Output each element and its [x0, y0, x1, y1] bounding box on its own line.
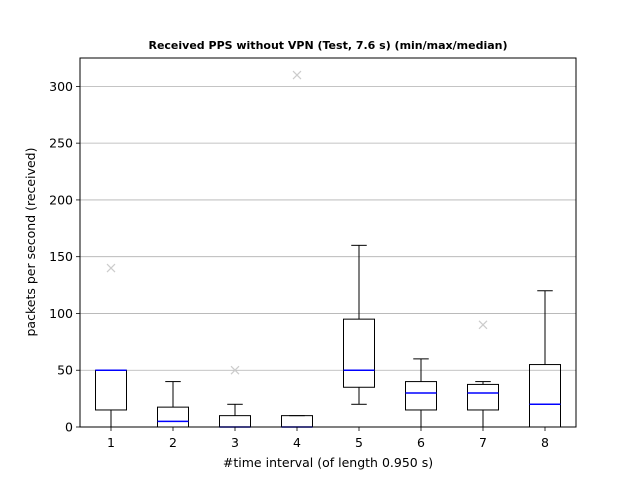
box-group-8 — [529, 290, 561, 428]
box — [219, 415, 251, 428]
box-group-4 — [281, 70, 313, 428]
y-tick-label: 100 — [49, 306, 73, 321]
x-tick-label: 6 — [417, 435, 425, 450]
box-group-6 — [405, 358, 437, 428]
box-group-1 — [95, 263, 127, 428]
x-tick-label: 2 — [169, 435, 177, 450]
y-tick-label: 250 — [49, 136, 73, 151]
x-tick-label: 7 — [479, 435, 487, 450]
box — [467, 383, 499, 411]
plot-frame — [79, 57, 577, 428]
box — [405, 381, 437, 411]
box — [95, 369, 127, 411]
x-tick-label: 8 — [541, 435, 549, 450]
y-axis: 0 50 100 150 200 250 300 — [49, 79, 80, 435]
outlier-marker — [292, 70, 302, 80]
y-tick-label: 0 — [65, 420, 73, 435]
box-group-3 — [219, 365, 251, 428]
box-group-5 — [343, 244, 375, 405]
box — [157, 406, 189, 428]
box — [529, 364, 561, 428]
x-tick-label: 4 — [293, 435, 301, 450]
y-tick-label: 200 — [49, 192, 73, 207]
box — [281, 415, 313, 428]
grid-lines — [80, 85, 576, 428]
box-group-7 — [467, 320, 499, 428]
y-tick-label: 300 — [49, 79, 73, 94]
boxes-layer — [95, 70, 561, 428]
x-axis-label: #time interval (of length 0.950 s) — [223, 455, 433, 470]
x-axis: 1 2 3 4 5 6 7 8 — [107, 427, 549, 450]
x-tick-label: 1 — [107, 435, 115, 450]
chart-title: Received PPS without VPN (Test, 7.6 s) (… — [148, 39, 507, 52]
outlier-marker — [106, 263, 116, 273]
outlier-marker — [478, 320, 488, 330]
y-tick-label: 50 — [57, 363, 73, 378]
box-group-2 — [157, 381, 189, 428]
box — [343, 318, 375, 388]
y-tick-label: 150 — [49, 249, 73, 264]
outlier-marker — [230, 365, 240, 375]
x-tick-label: 3 — [231, 435, 239, 450]
x-tick-label: 5 — [355, 435, 363, 450]
y-axis-label: packets per second (received) — [23, 148, 38, 337]
